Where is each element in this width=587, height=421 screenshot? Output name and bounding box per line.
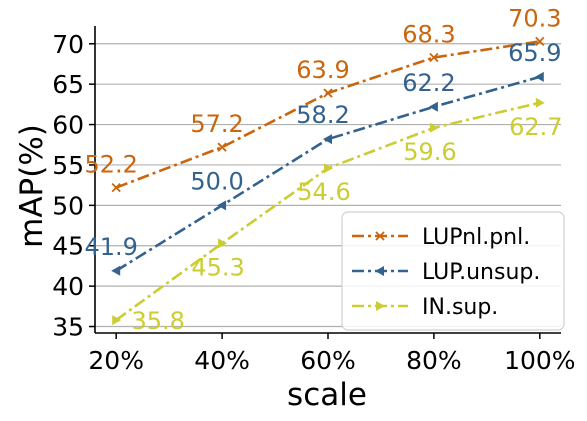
data-label: 54.6 xyxy=(297,178,350,206)
data-label: 62.2 xyxy=(402,69,455,97)
y-tick-label: 55 xyxy=(52,151,84,180)
series-line xyxy=(115,75,541,272)
data-point xyxy=(429,122,439,133)
y-tick-label: 65 xyxy=(52,70,84,99)
data-point xyxy=(534,71,544,82)
data-point xyxy=(111,182,121,193)
data-label: 52.2 xyxy=(84,151,137,179)
data-label: 68.3 xyxy=(402,21,455,49)
data-point xyxy=(217,200,227,211)
x-axis-title: scale xyxy=(287,377,367,413)
y-tick-label: 60 xyxy=(52,111,84,140)
y-tick-label: 35 xyxy=(52,313,84,342)
data-point xyxy=(428,101,438,112)
data-label: 70.3 xyxy=(508,4,561,32)
x-tick-label: 100% xyxy=(504,346,575,375)
legend-label: LUP.unsup. xyxy=(422,260,540,285)
data-point xyxy=(323,88,333,98)
data-label: 59.6 xyxy=(403,138,456,166)
x-tick-label: 40% xyxy=(194,346,250,375)
legend-label: IN.sup. xyxy=(422,295,498,320)
data-point xyxy=(535,97,545,108)
data-point xyxy=(375,231,385,241)
data-label: 45.3 xyxy=(191,253,244,281)
data-labels: 52.2 57.2 63.9 68.3 70.3 41.9 50.0 58.2 62.2 65.9… xyxy=(84,4,562,335)
data-point xyxy=(535,36,545,46)
y-tick-label: 50 xyxy=(52,191,84,220)
y-tick-label: 40 xyxy=(52,272,84,301)
x-tick-label: 60% xyxy=(300,346,356,375)
y-tick-label: 70 xyxy=(52,30,84,59)
data-label: 41.9 xyxy=(84,233,137,261)
data-point xyxy=(111,265,121,276)
data-label: 35.8 xyxy=(131,307,184,335)
series-group xyxy=(111,36,545,326)
data-label: 57.2 xyxy=(190,110,243,138)
data-point xyxy=(324,163,333,174)
x-tick-label: 80% xyxy=(406,346,462,375)
data-point xyxy=(112,315,122,326)
axes: 35 40 45 50 55 60 65 70 20% 40% 60% 80% 100% xyxy=(52,26,576,375)
data-label: 50.0 xyxy=(190,167,243,195)
data-point xyxy=(323,134,332,145)
grid-lines xyxy=(95,43,561,328)
legend: LUPnl.pnl. LUP.unsup. IN.sup. xyxy=(341,211,565,331)
data-label: 58.2 xyxy=(296,101,349,129)
y-axis-title: mAP(%) xyxy=(14,124,50,248)
legend-box xyxy=(341,211,565,331)
legend-label: LUPnl.pnl. xyxy=(422,225,530,250)
y-tick-label: 45 xyxy=(52,232,84,261)
data-point xyxy=(429,52,439,63)
data-label: 65.9 xyxy=(508,39,561,67)
x-tick-label: 20% xyxy=(88,346,144,375)
data-point xyxy=(218,238,228,249)
data-point xyxy=(375,266,384,276)
data-point xyxy=(217,142,227,152)
data-label: 63.9 xyxy=(296,56,349,84)
data-point xyxy=(376,301,385,311)
data-label: 62.7 xyxy=(509,113,562,141)
